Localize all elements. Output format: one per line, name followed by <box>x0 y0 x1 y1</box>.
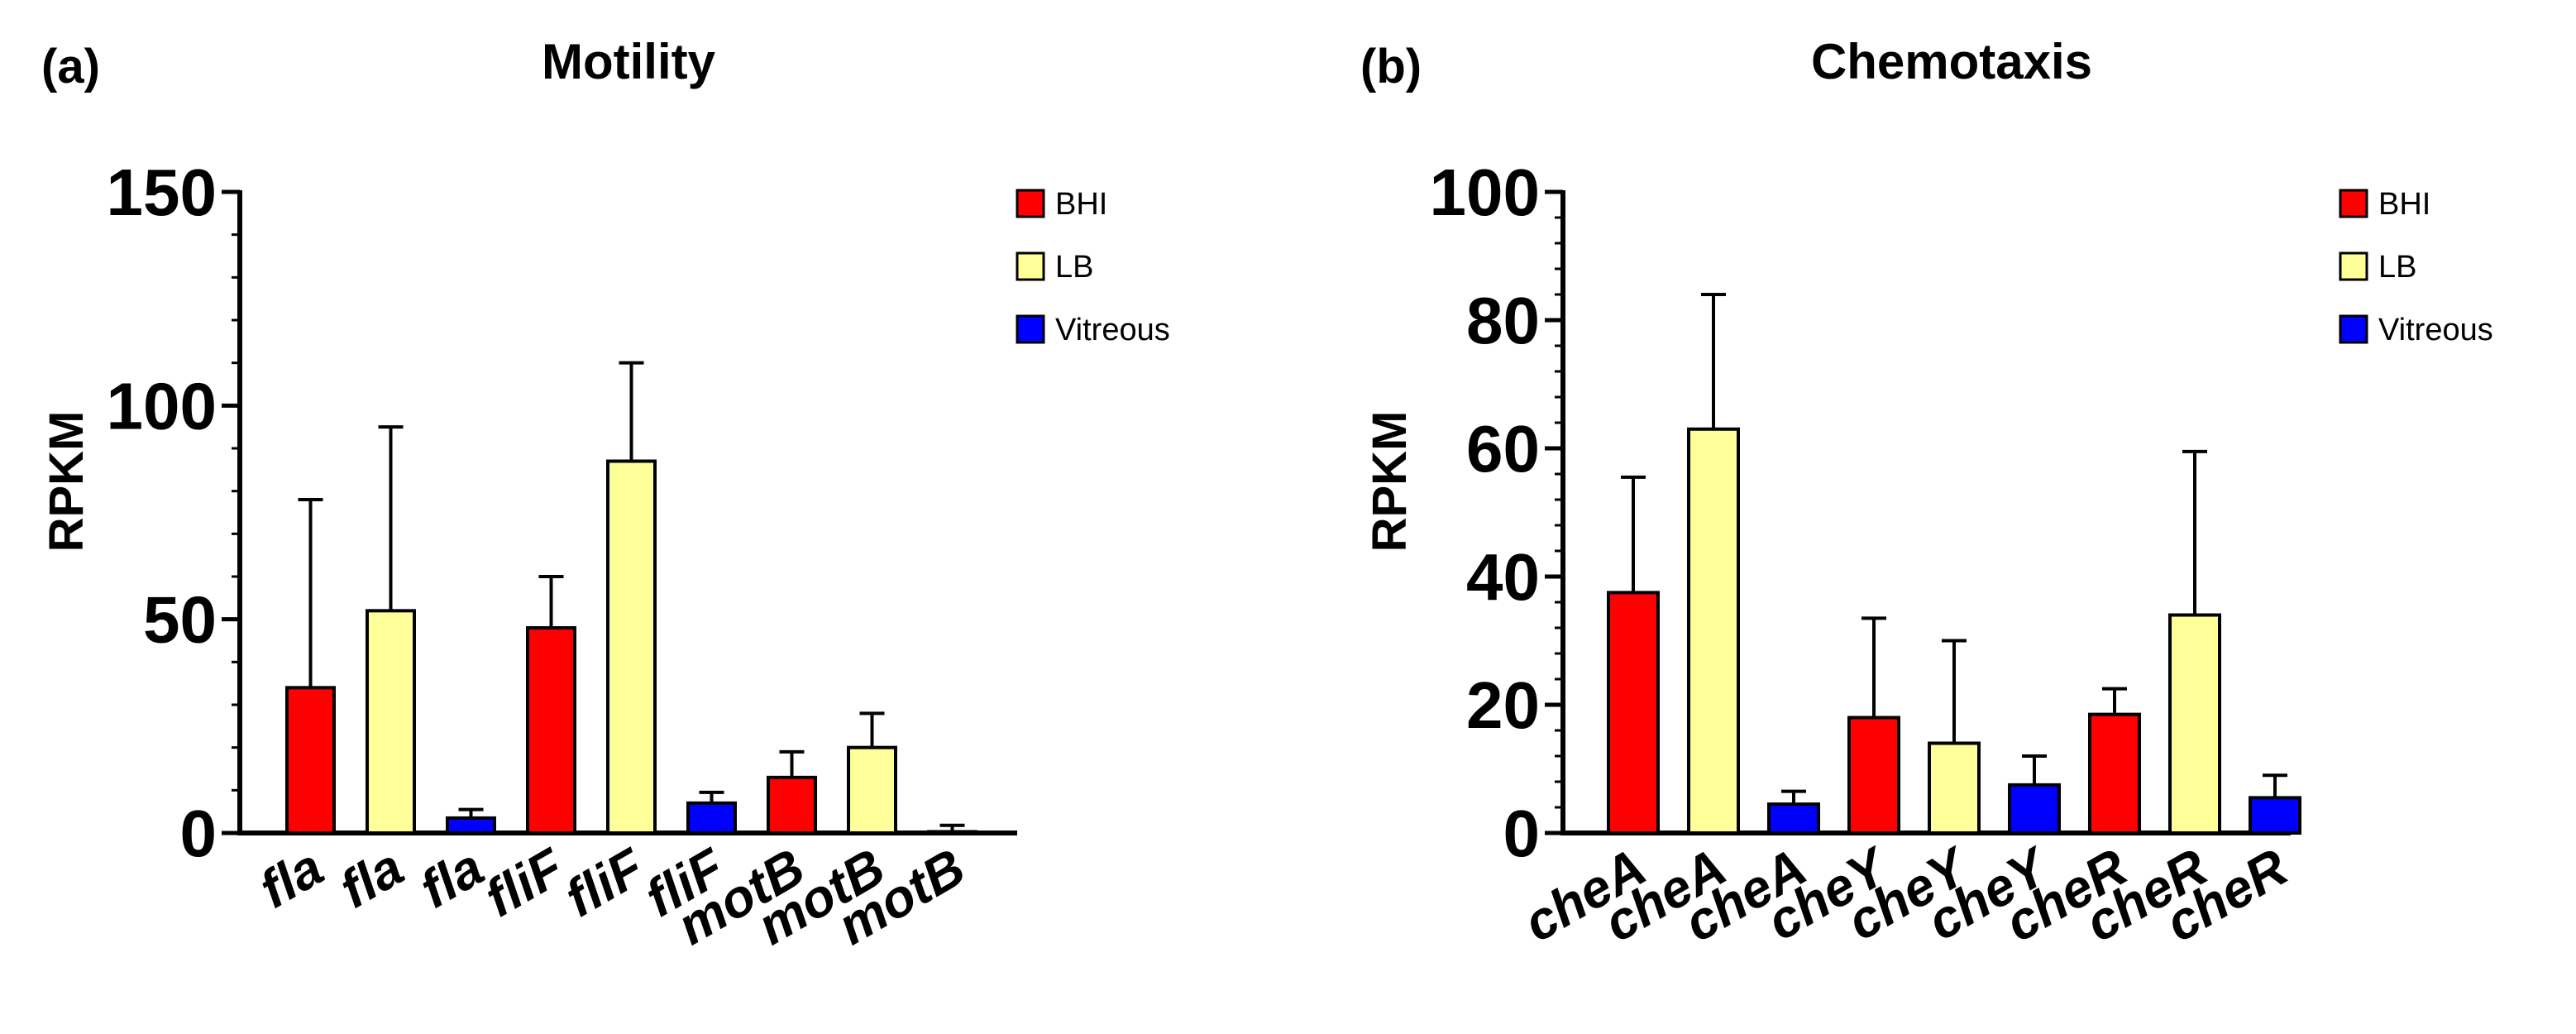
legend-label: Vitreous <box>2378 313 2493 347</box>
y-tick-label: 100 <box>1430 156 1540 229</box>
bar-vitreous <box>1767 802 1820 835</box>
legend-label: Vitreous <box>1055 313 1170 347</box>
y-tick-label: 0 <box>1503 797 1541 870</box>
bar-vitreous <box>446 816 496 835</box>
bar-lb <box>847 745 897 835</box>
y-tick-label: 100 <box>107 369 217 443</box>
legend-swatch-bhi <box>2339 189 2368 218</box>
bar-vitreous <box>2008 783 2061 835</box>
legend-swatch-lb <box>2339 251 2368 281</box>
bar-bhi <box>1607 591 1660 835</box>
bar-bhi <box>767 775 817 835</box>
legend-label: LB <box>1055 250 1093 285</box>
legend: BHI LB Vitreous <box>1016 187 1170 347</box>
bar-lb <box>366 609 416 835</box>
bars <box>285 361 977 835</box>
bar-bhi <box>2088 712 2141 835</box>
bar-vitreous <box>2249 796 2301 835</box>
legend-label: BHI <box>2378 187 2430 222</box>
bar-vitreous <box>927 830 977 835</box>
legend: BHI LB Vitreous <box>2339 187 2493 347</box>
y-tick-label: 0 <box>180 797 217 870</box>
legend-swatch-vitreous <box>1016 314 1045 344</box>
bar-vitreous <box>686 801 737 835</box>
chart-panel-chemotaxis: (b) Chemotaxis RPKM 0 20 40 60 80 100 cheAche… <box>1360 34 2493 953</box>
legend-label: BHI <box>1055 187 1107 222</box>
y-tick-label: 150 <box>107 156 217 229</box>
y-tick-label: 50 <box>143 583 217 657</box>
x-tick-label: fla <box>250 837 333 920</box>
bar-lb <box>1687 427 1740 835</box>
bar-lb <box>2168 613 2221 835</box>
chart-title: Motility <box>542 34 716 89</box>
legend-label: LB <box>2378 250 2416 285</box>
panel-label: (a) <box>41 40 100 93</box>
legend-swatch-vitreous <box>2339 314 2368 344</box>
chart-title: Chemotaxis <box>1811 34 2092 89</box>
axes: 0 20 40 60 80 100 <box>1430 156 2291 870</box>
bar-lb <box>606 459 657 835</box>
y-tick-label: 80 <box>1466 284 1540 357</box>
bar-bhi <box>1847 716 1900 835</box>
chart-panel-motility: (a) Motility RPKM 0 50 100 150 flaflaflafli… <box>40 34 1170 956</box>
legend-swatch-lb <box>1016 251 1045 281</box>
x-tick-label: fla <box>330 837 413 920</box>
legend-swatch-bhi <box>1016 189 1045 218</box>
y-tick-label: 60 <box>1466 412 1540 486</box>
y-axis-label: RPKM <box>1363 411 1417 553</box>
y-tick-label: 40 <box>1466 540 1540 614</box>
bar-bhi <box>285 686 336 835</box>
bar-lb <box>1928 741 1981 835</box>
y-axis-label: RPKM <box>40 411 93 553</box>
y-tick-label: 20 <box>1466 668 1540 742</box>
panel-label: (b) <box>1360 40 1422 93</box>
bar-bhi <box>526 626 576 835</box>
bars <box>1607 293 2301 835</box>
